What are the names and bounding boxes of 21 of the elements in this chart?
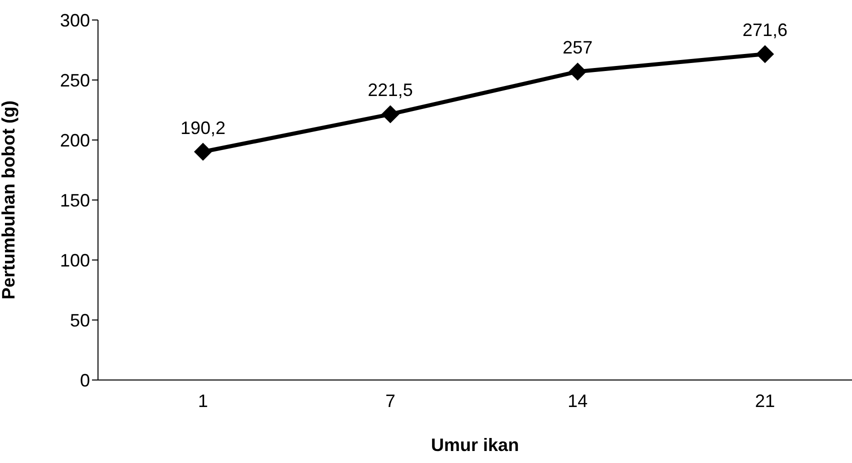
data-label: 271,6 <box>742 20 788 40</box>
y-tick-label: 200 <box>60 130 90 150</box>
x-tick-label: 21 <box>754 390 776 411</box>
point <box>194 142 212 161</box>
y-tick-label: 150 <box>60 190 90 210</box>
y-tick-label: 300 <box>60 10 90 30</box>
data-label: 190,2 <box>180 118 226 138</box>
data-label: 257 <box>562 38 593 58</box>
point <box>756 45 774 64</box>
y-tick-label: 50 <box>70 310 90 330</box>
x-tick-label: 7 <box>385 390 396 411</box>
y-tick-label: 100 <box>60 250 90 270</box>
y-tick-label: 0 <box>80 370 90 390</box>
y-tick-label: 250 <box>60 70 90 90</box>
point <box>568 62 587 81</box>
point <box>381 105 400 124</box>
x-tick-label: 1 <box>198 390 208 411</box>
x-axis-title: Umur ikan <box>430 435 520 455</box>
x-tick-label: 14 <box>568 390 588 411</box>
y-axis-title: Pertumbuhan bobot (g) <box>0 100 18 300</box>
data-label: 221,5 <box>368 80 413 100</box>
